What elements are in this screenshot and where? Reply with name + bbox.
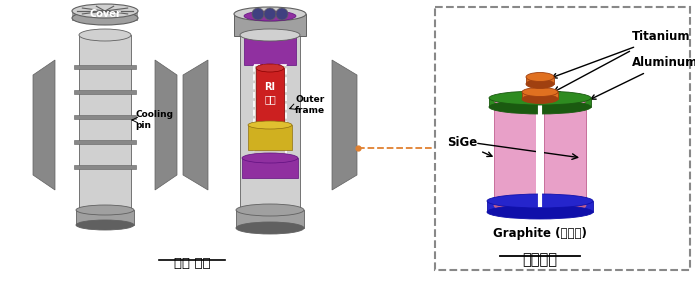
Polygon shape xyxy=(33,60,55,190)
Ellipse shape xyxy=(522,87,558,96)
Text: Cooling
pin: Cooling pin xyxy=(135,110,173,130)
Text: Titanium: Titanium xyxy=(552,31,691,78)
Bar xyxy=(74,90,136,94)
Bar xyxy=(256,68,284,123)
Bar xyxy=(544,100,586,205)
Text: Aluminum: Aluminum xyxy=(591,56,695,99)
Bar xyxy=(240,35,300,215)
Ellipse shape xyxy=(76,205,134,215)
Bar xyxy=(244,35,296,65)
Ellipse shape xyxy=(79,212,131,224)
Bar xyxy=(487,201,593,212)
Bar xyxy=(489,98,591,107)
Text: 열전모듈: 열전모듈 xyxy=(523,252,557,267)
Bar xyxy=(234,14,306,36)
Ellipse shape xyxy=(236,222,304,234)
Bar xyxy=(248,125,292,150)
Bar xyxy=(74,115,136,119)
Bar xyxy=(536,99,544,206)
Ellipse shape xyxy=(244,11,296,21)
Ellipse shape xyxy=(242,153,298,163)
Polygon shape xyxy=(183,60,208,190)
Text: Cover: Cover xyxy=(89,9,121,19)
Ellipse shape xyxy=(489,91,591,105)
Ellipse shape xyxy=(256,64,284,72)
Bar xyxy=(236,210,304,228)
Text: 외관 형상: 외관 형상 xyxy=(174,257,211,270)
Ellipse shape xyxy=(489,100,591,114)
Bar xyxy=(242,158,298,178)
Ellipse shape xyxy=(526,72,554,81)
Ellipse shape xyxy=(240,209,300,221)
Text: SiGe: SiGe xyxy=(447,137,492,157)
Circle shape xyxy=(276,8,288,20)
Ellipse shape xyxy=(544,198,586,212)
Ellipse shape xyxy=(494,93,536,107)
Circle shape xyxy=(252,8,264,20)
Ellipse shape xyxy=(248,121,292,129)
Ellipse shape xyxy=(487,205,593,219)
Bar xyxy=(494,100,536,205)
Polygon shape xyxy=(155,60,177,190)
Bar xyxy=(522,92,558,99)
Ellipse shape xyxy=(234,7,306,21)
Bar xyxy=(435,7,690,270)
Ellipse shape xyxy=(526,80,554,89)
Ellipse shape xyxy=(72,11,138,25)
FancyBboxPatch shape xyxy=(254,65,286,160)
Bar xyxy=(533,83,547,93)
Ellipse shape xyxy=(76,220,134,230)
Ellipse shape xyxy=(236,204,304,216)
Polygon shape xyxy=(332,60,357,190)
Bar xyxy=(526,77,554,84)
Ellipse shape xyxy=(522,94,558,103)
Bar xyxy=(79,35,131,218)
Ellipse shape xyxy=(72,4,138,18)
Text: RI
모듈: RI 모듈 xyxy=(264,82,276,104)
Bar xyxy=(74,165,136,169)
Ellipse shape xyxy=(544,93,586,107)
Ellipse shape xyxy=(487,194,593,208)
Bar xyxy=(76,210,134,225)
Bar xyxy=(74,140,136,144)
Bar xyxy=(74,65,136,69)
Text: Outer
frame: Outer frame xyxy=(295,95,325,115)
Text: Graphite (바닥부): Graphite (바닥부) xyxy=(493,227,587,240)
Bar xyxy=(72,11,138,21)
Ellipse shape xyxy=(79,29,131,41)
Ellipse shape xyxy=(240,29,300,41)
Circle shape xyxy=(264,8,276,20)
Ellipse shape xyxy=(494,198,536,212)
